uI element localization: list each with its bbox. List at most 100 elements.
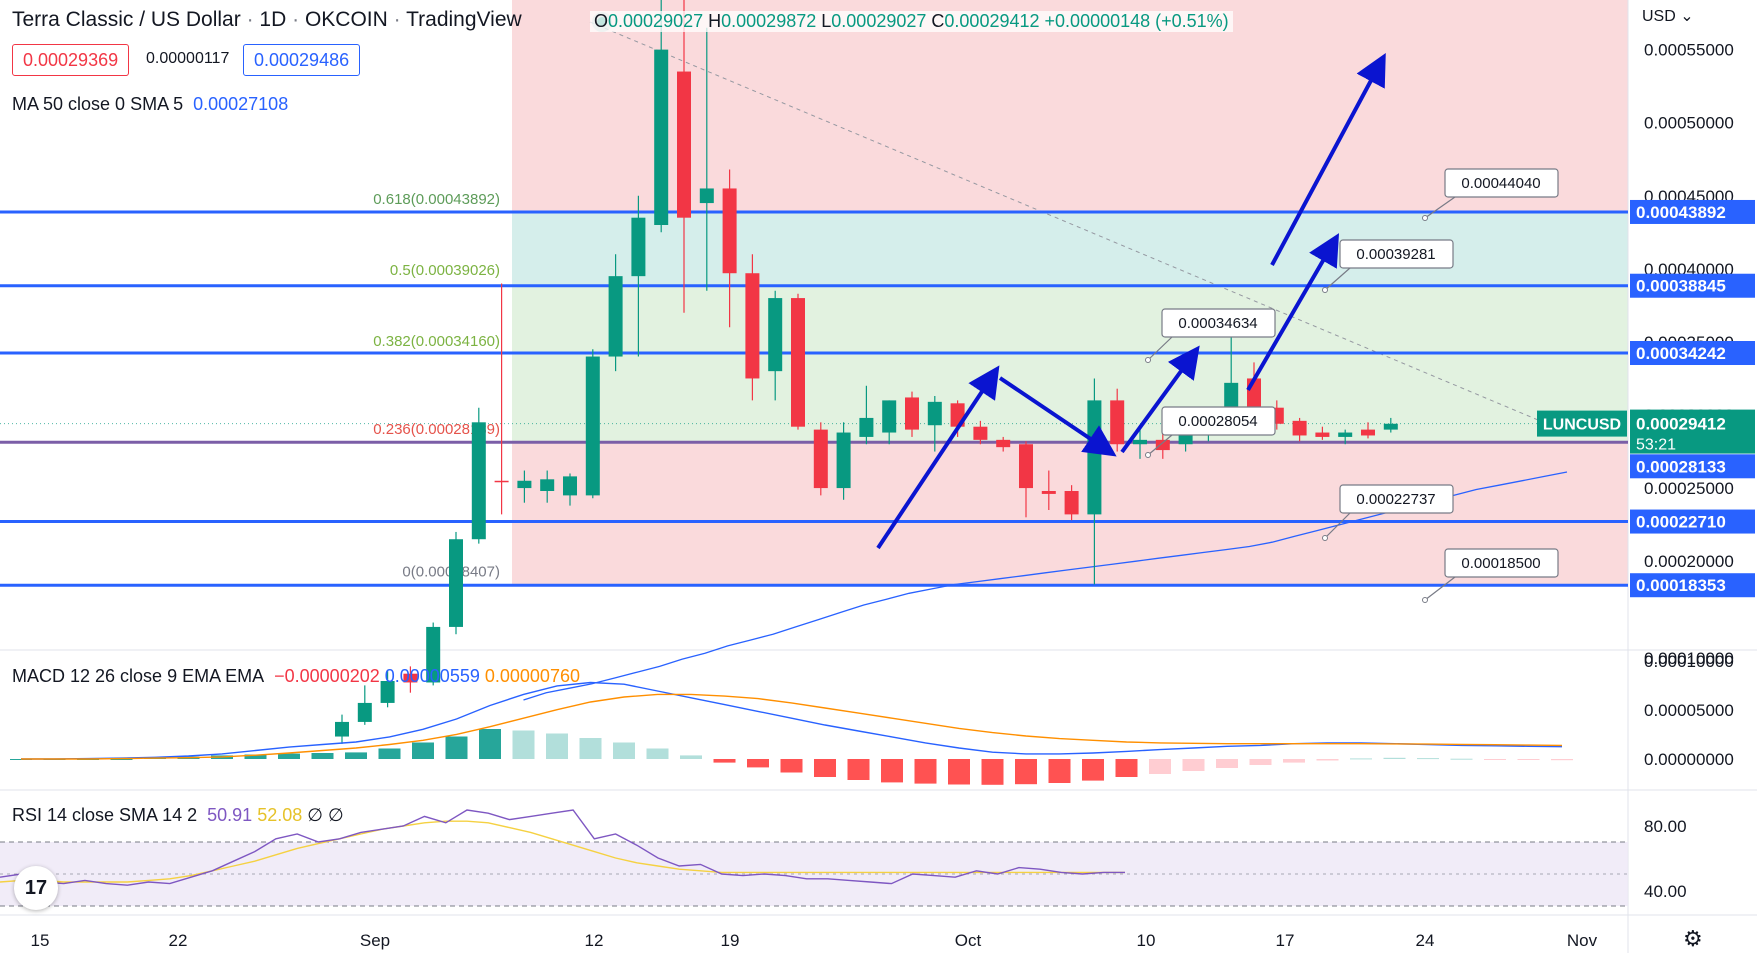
callout-anchor [1145,452,1151,458]
candle-body [1383,423,1398,430]
gear-icon[interactable]: ⚙ [1683,926,1703,951]
macd-legend[interactable]: MACD 12 26 close 9 EMA EMA −0.00000202 0… [12,666,580,686]
spread-value: 0.00000117 [146,50,230,67]
macd-histogram-bar [445,736,468,759]
macd-histogram-bar [847,759,870,780]
chart-title: Terra Classic / US Dollar · 1D · OKCOIN … [12,8,522,31]
fib-level-label: 0.5(0.00039026) [390,262,500,279]
time-tick-label: 10 [1137,931,1156,950]
macd-tick-label: 0.00000000 [1644,750,1734,769]
candle-body [335,721,349,737]
macd-histogram-bar [1015,759,1037,785]
callout-label: 0.00044040 [1461,175,1540,192]
candle-body [1019,444,1033,489]
callout-pointer [1147,336,1173,361]
buy-price-button[interactable]: 0.00029486 [243,44,361,76]
drawn-arrow [1270,52,1386,266]
candle-body [540,479,555,491]
candle-body [882,400,897,433]
rsi-tick-label: 40.00 [1644,882,1687,901]
macd-histogram-bar [412,742,434,759]
macd-histogram-bar [110,759,133,760]
macd-histogram-bar [780,759,803,773]
current-price-tag-label: 0.00029412 [1636,415,1726,434]
fib-level-label: 0.236(0.00028139) [373,421,500,438]
macd-histogram-bar [479,729,501,759]
interval-label[interactable]: 1D [259,8,287,31]
time-tick-label: 24 [1416,931,1435,950]
macd-histogram-bar [981,759,1004,785]
macd-histogram-bar [244,754,267,759]
time-tick-label: 17 [1276,931,1295,950]
macd-histogram-bar [1216,759,1238,768]
callout-label: 0.00022737 [1356,491,1435,508]
callout-box [1444,548,1559,578]
time-tick-label: Nov [1567,931,1598,950]
short-zone-top [512,0,1628,212]
macd-histogram-bar [512,730,535,759]
drawn-arrow [1246,233,1340,392]
macd-histogram-bar [1249,759,1272,765]
callout-anchor [1145,357,1151,363]
candle-body [1064,491,1079,515]
ma-value: 0.00027108 [193,94,289,114]
tradingview-logo-icon[interactable]: 17 [14,866,58,910]
drawn-arrow [998,376,1117,457]
symbol-name[interactable]: Terra Classic / US Dollar [12,8,241,31]
macd-histogram-bar [345,752,367,759]
callout-box [1161,308,1276,338]
chevron-down-icon: ⌄ [1680,8,1694,25]
level-price-tag-label: 0.00028133 [1636,457,1726,476]
rsi-line [0,809,1125,886]
source-label: TradingView [406,8,522,31]
sell-price-button[interactable]: 0.00029369 [12,44,130,76]
callout-pointer [1324,267,1351,291]
callout-pointer [1147,434,1173,456]
candle-body [1155,439,1170,451]
candle-body [905,397,919,430]
candle-body [1338,432,1353,437]
candle-body [1133,439,1147,445]
fib-level-label: 0.618(0.00043892) [373,191,500,208]
level-price-tag-label: 0.00043892 [1636,203,1726,222]
ma-legend[interactable]: MA 50 close 0 SMA 5 0.00027108 [12,94,289,114]
candle-body [996,439,1011,448]
rsi-sma-line [0,820,1125,883]
candle-body [859,417,874,437]
candle-body [517,480,532,489]
rsi-legend[interactable]: RSI 14 close SMA 14 2 50.91 52.08 ∅ ∅ [12,805,344,825]
macd-histogram-bar [680,755,702,759]
candle-body [836,432,851,489]
level-price-tag [1630,341,1755,366]
currency-selector[interactable]: USD ⌄ [1642,8,1694,25]
candle-body [380,681,395,703]
candle-body [973,426,988,440]
macd-histogram-bar [1517,759,1540,760]
candle-body [585,356,600,496]
symbol-tag [1537,410,1627,437]
macd-tick-label: 0.00005000 [1644,701,1734,720]
price-tick-label: 0.00055000 [1644,41,1734,60]
candle-body [927,401,942,426]
time-tick-label: Oct [955,931,982,950]
candle-body [699,188,714,204]
candle-body [449,539,463,627]
level-price-tag-label: 0.00018353 [1636,576,1726,595]
change-value: +0.00000148 (+0.51%) [1044,11,1229,31]
macd-histogram-bar [378,748,401,759]
candle-body [791,298,805,427]
macd-histogram-bar [1450,758,1473,760]
level-price-tag [1630,454,1755,479]
drawn-arrow [1120,345,1200,454]
callout-label: 0.00034634 [1178,315,1257,332]
candle-body [563,476,577,496]
callout-anchor [1322,535,1328,541]
callout-anchor [1422,215,1428,221]
level-price-tag-label: 0.00034242 [1636,344,1726,363]
price-tick-label: 0.00025000 [1644,479,1734,498]
candle-body [1041,491,1056,494]
candle-body [745,273,760,379]
callout-anchor [1322,287,1328,293]
time-tick-label: Sep [360,931,390,950]
